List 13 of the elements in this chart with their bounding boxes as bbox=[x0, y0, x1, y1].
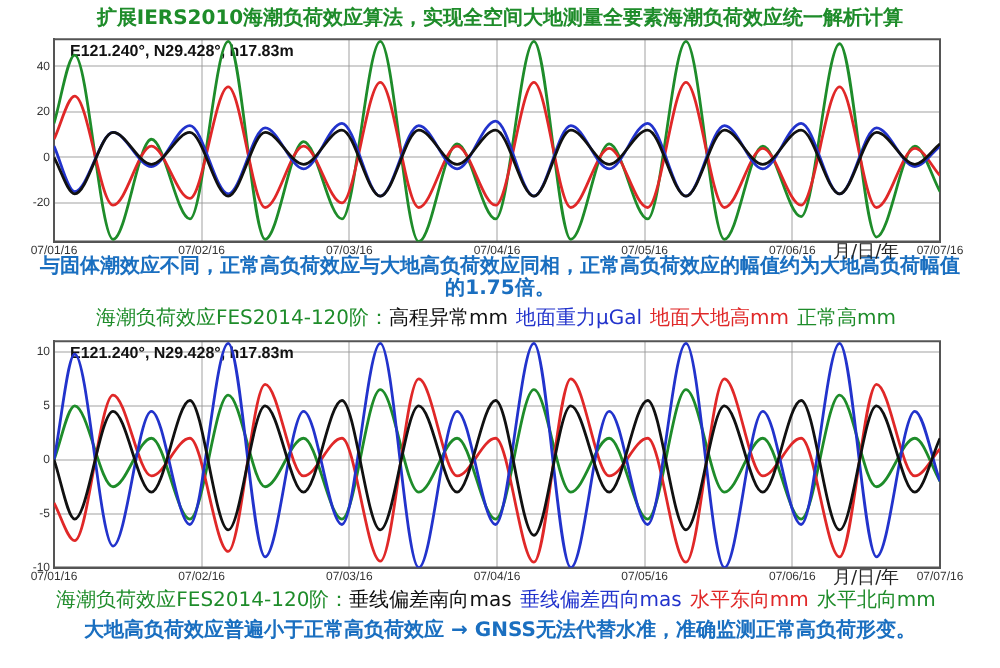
x-axis-title: 月/日/年 bbox=[833, 567, 900, 590]
text: 水平北向mm bbox=[816, 590, 936, 612]
text: 地面重力μGal bbox=[516, 308, 643, 330]
chart-title: 扩展IERS2010海潮负荷效应算法，实现全空间大地测量全要素海潮负荷效应统一解析计算 bbox=[94, 4, 906, 32]
text: 正常高mm bbox=[797, 308, 897, 330]
text: 高程异常mm bbox=[389, 308, 509, 330]
text: 地面大地高mm bbox=[650, 308, 790, 330]
series-label: 水平东向mm bbox=[689, 590, 809, 612]
text: 垂线偏差南向mas bbox=[349, 590, 512, 612]
legend-title: 海潮负荷效应FES2014-120阶： bbox=[56, 590, 350, 612]
text: 垂线偏差西向mas bbox=[519, 590, 682, 612]
legend-title: 海潮负荷效应FES2014-120阶： bbox=[95, 308, 390, 330]
text: 大地高负荷效应普遍小于正常高负荷效应 → GNSS无法代替水准，准确监测正常高负荷形变。 bbox=[82, 616, 918, 644]
